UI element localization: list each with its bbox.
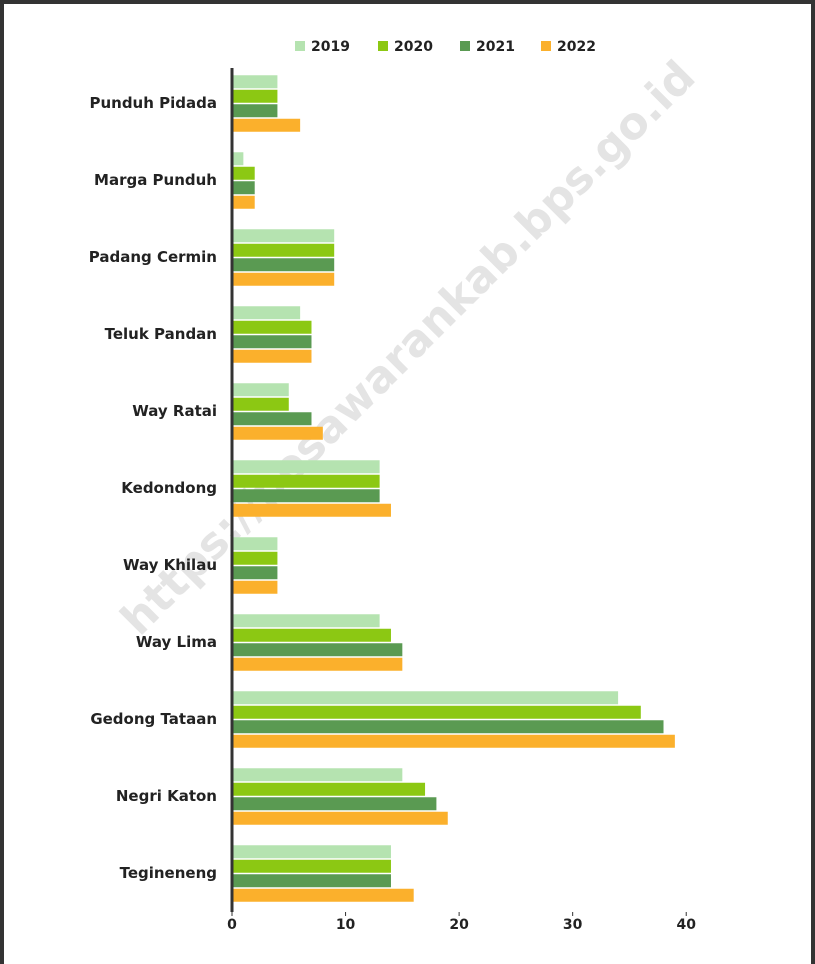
y-tick-label: Marga Punduh — [94, 171, 217, 189]
bar — [232, 845, 391, 858]
bar — [232, 321, 311, 334]
bar — [232, 167, 255, 180]
bar — [232, 119, 300, 132]
bar — [232, 398, 289, 411]
bar — [232, 768, 402, 781]
bar — [232, 874, 391, 887]
legend-label: 2019 — [311, 39, 350, 55]
y-tick-label: Negri Katon — [116, 787, 217, 805]
legend-label: 2021 — [476, 39, 515, 55]
bar — [232, 658, 402, 671]
legend-swatch — [541, 41, 551, 51]
legend-swatch — [460, 41, 470, 51]
bar — [232, 797, 436, 810]
bar — [232, 691, 618, 704]
y-tick-label: Tegineneng — [120, 864, 217, 882]
y-tick-label: Teluk Pandan — [105, 325, 217, 343]
bar — [232, 196, 255, 209]
y-tick-label: Way Ratai — [132, 402, 217, 420]
bar — [232, 537, 277, 550]
bar — [232, 889, 414, 902]
bar — [232, 75, 277, 88]
y-tick-label: Way Khilau — [123, 556, 217, 574]
bar — [232, 181, 255, 194]
bar — [232, 812, 448, 825]
legend-label: 2022 — [557, 39, 596, 55]
chart: https://pesawarankab.bps.go.id 201920202… — [0, 0, 815, 964]
bar — [232, 566, 277, 579]
y-tick-label: Way Lima — [136, 633, 217, 651]
bar — [232, 383, 289, 396]
bar — [232, 720, 664, 733]
y-tick-label: Punduh Pidada — [89, 94, 217, 112]
bar — [232, 860, 391, 873]
x-tick-label: 40 — [676, 917, 696, 933]
bar — [232, 489, 380, 502]
bar — [232, 273, 334, 286]
bar — [232, 244, 334, 257]
bar — [232, 581, 277, 594]
y-tick-label: Gedong Tataan — [90, 710, 217, 728]
y-tick-label: Padang Cermin — [89, 248, 217, 266]
bar — [232, 335, 311, 348]
bar — [232, 735, 675, 748]
legend-swatch — [295, 41, 305, 51]
bar — [232, 229, 334, 242]
bar — [232, 412, 311, 425]
bar — [232, 258, 334, 271]
legend-label: 2020 — [394, 39, 433, 55]
x-tick-label: 10 — [336, 917, 356, 933]
bar — [232, 629, 391, 642]
x-tick-label: 20 — [449, 917, 469, 933]
x-tick-label: 30 — [563, 917, 583, 933]
bar — [232, 427, 323, 440]
x-tick-label: 0 — [227, 917, 237, 933]
bar — [232, 90, 277, 103]
bar — [232, 350, 311, 363]
bar — [232, 614, 380, 627]
bar — [232, 104, 277, 117]
bar — [232, 706, 641, 719]
y-tick-label: Kedondong — [121, 479, 217, 497]
legend-swatch — [378, 41, 388, 51]
bar — [232, 643, 402, 656]
bar — [232, 152, 243, 165]
bar — [232, 783, 425, 796]
bar — [232, 460, 380, 473]
bar — [232, 552, 277, 565]
bar — [232, 306, 300, 319]
bar — [232, 475, 380, 488]
bar — [232, 504, 391, 517]
